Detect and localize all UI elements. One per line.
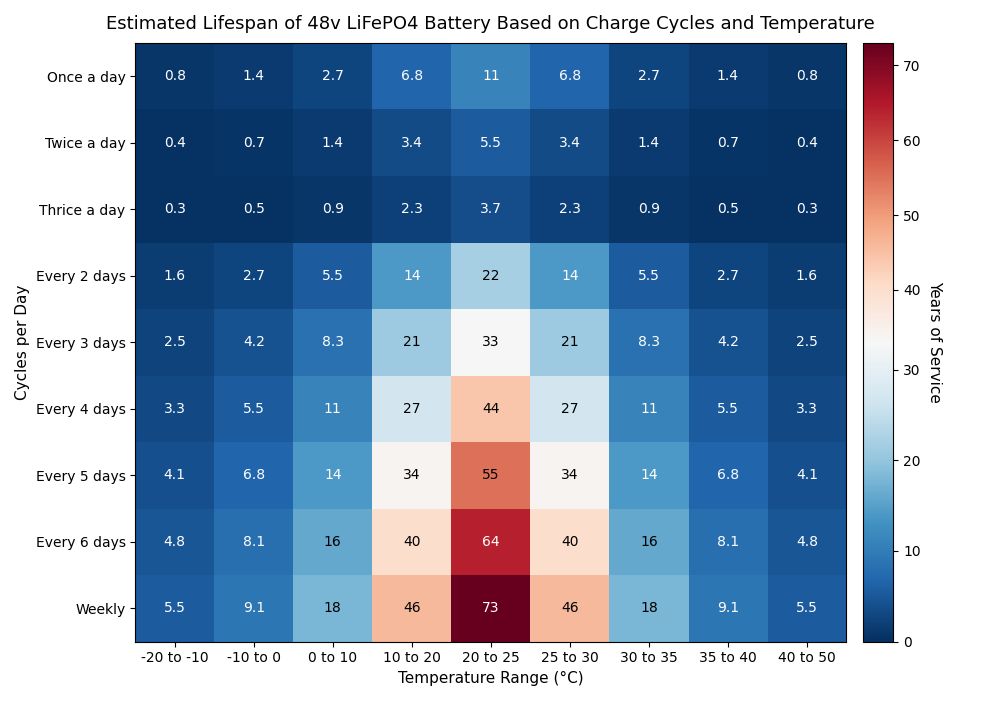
Text: 11: 11 <box>324 402 341 416</box>
Text: 34: 34 <box>403 468 421 482</box>
Text: 0.9: 0.9 <box>322 202 343 216</box>
Text: 0.3: 0.3 <box>796 202 818 216</box>
Text: 22: 22 <box>482 268 499 283</box>
Text: 1.4: 1.4 <box>243 69 265 83</box>
Text: 16: 16 <box>324 535 341 549</box>
Text: 9.1: 9.1 <box>243 601 265 615</box>
Text: 2.7: 2.7 <box>243 268 265 283</box>
Text: 8.3: 8.3 <box>322 335 343 349</box>
Text: 0.5: 0.5 <box>717 202 739 216</box>
Text: 40: 40 <box>403 535 421 549</box>
Text: 4.8: 4.8 <box>164 535 185 549</box>
Text: 46: 46 <box>561 601 579 615</box>
Text: 73: 73 <box>482 601 499 615</box>
Text: 21: 21 <box>561 335 579 349</box>
Text: 4.1: 4.1 <box>796 468 818 482</box>
Text: 21: 21 <box>403 335 421 349</box>
Text: 14: 14 <box>561 268 579 283</box>
Text: 0.8: 0.8 <box>164 69 185 83</box>
Text: 2.3: 2.3 <box>401 202 423 216</box>
Text: 0.8: 0.8 <box>796 69 818 83</box>
Text: 2.7: 2.7 <box>637 69 660 83</box>
Text: 0.7: 0.7 <box>717 136 739 150</box>
Text: 5.5: 5.5 <box>717 402 739 416</box>
Text: 6.8: 6.8 <box>717 468 739 482</box>
Text: 4.8: 4.8 <box>796 535 818 549</box>
Text: 1.6: 1.6 <box>164 268 186 283</box>
Text: 1.6: 1.6 <box>796 268 818 283</box>
Text: 14: 14 <box>403 268 421 283</box>
Text: 4.1: 4.1 <box>164 468 185 482</box>
X-axis label: Temperature Range (°C): Temperature Range (°C) <box>398 671 584 686</box>
Y-axis label: Years of Service: Years of Service <box>926 281 942 403</box>
Text: 5.5: 5.5 <box>164 601 185 615</box>
Text: 5.5: 5.5 <box>322 268 343 283</box>
Text: 5.5: 5.5 <box>480 136 501 150</box>
Text: 14: 14 <box>640 468 658 482</box>
Text: 55: 55 <box>482 468 499 482</box>
Text: 11: 11 <box>640 402 658 416</box>
Text: 0.4: 0.4 <box>796 136 818 150</box>
Y-axis label: Cycles per Day: Cycles per Day <box>15 285 30 400</box>
Text: 4.2: 4.2 <box>243 335 265 349</box>
Text: 3.3: 3.3 <box>164 402 185 416</box>
Text: 0.5: 0.5 <box>243 202 265 216</box>
Text: 27: 27 <box>403 402 421 416</box>
Text: 3.4: 3.4 <box>401 136 423 150</box>
Text: 0.9: 0.9 <box>637 202 660 216</box>
Text: 5.5: 5.5 <box>796 601 818 615</box>
Text: 18: 18 <box>640 601 658 615</box>
Text: 5.5: 5.5 <box>637 268 660 283</box>
Text: 64: 64 <box>482 535 499 549</box>
Text: 3.4: 3.4 <box>559 136 581 150</box>
Text: 8.1: 8.1 <box>243 535 265 549</box>
Text: 18: 18 <box>324 601 341 615</box>
Text: 1.4: 1.4 <box>322 136 343 150</box>
Text: 2.7: 2.7 <box>322 69 343 83</box>
Text: 0.4: 0.4 <box>164 136 185 150</box>
Text: 0.7: 0.7 <box>243 136 265 150</box>
Text: 6.8: 6.8 <box>559 69 581 83</box>
Text: 5.5: 5.5 <box>243 402 265 416</box>
Text: 3.7: 3.7 <box>480 202 501 216</box>
Text: 2.7: 2.7 <box>717 268 739 283</box>
Text: 34: 34 <box>561 468 579 482</box>
Text: 33: 33 <box>482 335 499 349</box>
Text: 1.4: 1.4 <box>717 69 739 83</box>
Text: 1.4: 1.4 <box>637 136 660 150</box>
Text: 6.8: 6.8 <box>401 69 423 83</box>
Text: 40: 40 <box>561 535 579 549</box>
Text: 11: 11 <box>482 69 499 83</box>
Text: 44: 44 <box>482 402 499 416</box>
Text: 46: 46 <box>403 601 421 615</box>
Text: 0.3: 0.3 <box>164 202 185 216</box>
Text: 16: 16 <box>640 535 658 549</box>
Text: 8.1: 8.1 <box>717 535 739 549</box>
Text: 2.5: 2.5 <box>796 335 818 349</box>
Text: 3.3: 3.3 <box>796 402 818 416</box>
Text: 2.5: 2.5 <box>164 335 185 349</box>
Text: 9.1: 9.1 <box>717 601 739 615</box>
Text: 27: 27 <box>561 402 579 416</box>
Text: 14: 14 <box>324 468 341 482</box>
Text: 2.3: 2.3 <box>559 202 581 216</box>
Text: 8.3: 8.3 <box>637 335 660 349</box>
Text: 4.2: 4.2 <box>717 335 739 349</box>
Text: 6.8: 6.8 <box>243 468 265 482</box>
Title: Estimated Lifespan of 48v LiFePO4 Battery Based on Charge Cycles and Temperature: Estimated Lifespan of 48v LiFePO4 Batter… <box>107 15 875 33</box>
